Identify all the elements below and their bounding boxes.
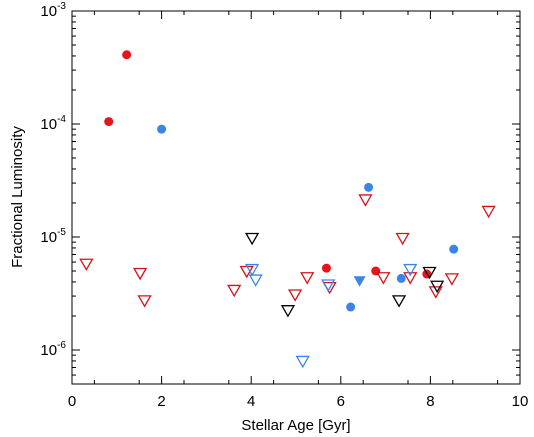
data-point-circle: [321, 263, 331, 273]
data-point-triangle: [353, 276, 366, 287]
data-point-triangle: [403, 263, 418, 277]
data-point-triangle: [428, 286, 443, 299]
data-point-circle: [364, 182, 374, 192]
tick-labels: 0 2 4 6 8 10 10-6 10-5 10-4 10-3: [40, 1, 528, 410]
data-point-circle: [122, 50, 132, 60]
data-point-triangle: [403, 272, 418, 285]
data-point-triangle: [137, 295, 152, 308]
data-point-triangle: [321, 279, 336, 292]
data-point-triangle: [376, 272, 391, 285]
data-marks: [79, 50, 496, 369]
data-point-triangle: [248, 274, 263, 287]
axis-ticks: [71, 10, 521, 384]
data-point-triangle: [395, 232, 410, 246]
data-point-triangle: [244, 263, 260, 277]
x-axis-label: Stellar Age [Gyr]: [241, 417, 350, 434]
data-point-triangle: [391, 295, 407, 308]
data-point-circle: [346, 302, 356, 312]
x-tick-label: 4: [247, 393, 255, 410]
data-point-triangle: [287, 289, 303, 302]
x-tick-label: 0: [68, 393, 76, 410]
data-point-triangle: [295, 355, 310, 369]
data-point-circle: [104, 117, 114, 127]
data-point-triangle: [300, 272, 315, 285]
x-tick-label: 8: [426, 393, 434, 410]
y-tick-label: 10-5: [40, 227, 66, 246]
x-tick-label: 10: [512, 393, 529, 410]
plot-area: [71, 10, 521, 385]
data-point-triangle: [227, 284, 242, 298]
y-tick-label: 10-3: [40, 1, 66, 20]
data-point-circle: [396, 273, 406, 283]
data-point-triangle: [422, 266, 437, 280]
x-tick-label: 2: [157, 393, 165, 410]
y-axis-label: Fractional Luminosity: [9, 126, 26, 268]
data-point-triangle: [481, 205, 496, 219]
data-point-triangle: [444, 273, 460, 286]
data-point-triangle: [429, 280, 445, 294]
data-point-circle: [449, 244, 459, 254]
y-tick-label: 10-4: [40, 114, 66, 133]
x-tick-label: 6: [337, 393, 345, 410]
data-point-triangle: [132, 267, 148, 281]
data-point-triangle: [79, 258, 94, 272]
data-point-triangle: [358, 194, 373, 207]
data-point-triangle: [280, 305, 296, 318]
data-point-circle: [157, 124, 167, 134]
y-tick-label: 10-6: [40, 340, 66, 359]
data-point-triangle: [244, 232, 260, 246]
